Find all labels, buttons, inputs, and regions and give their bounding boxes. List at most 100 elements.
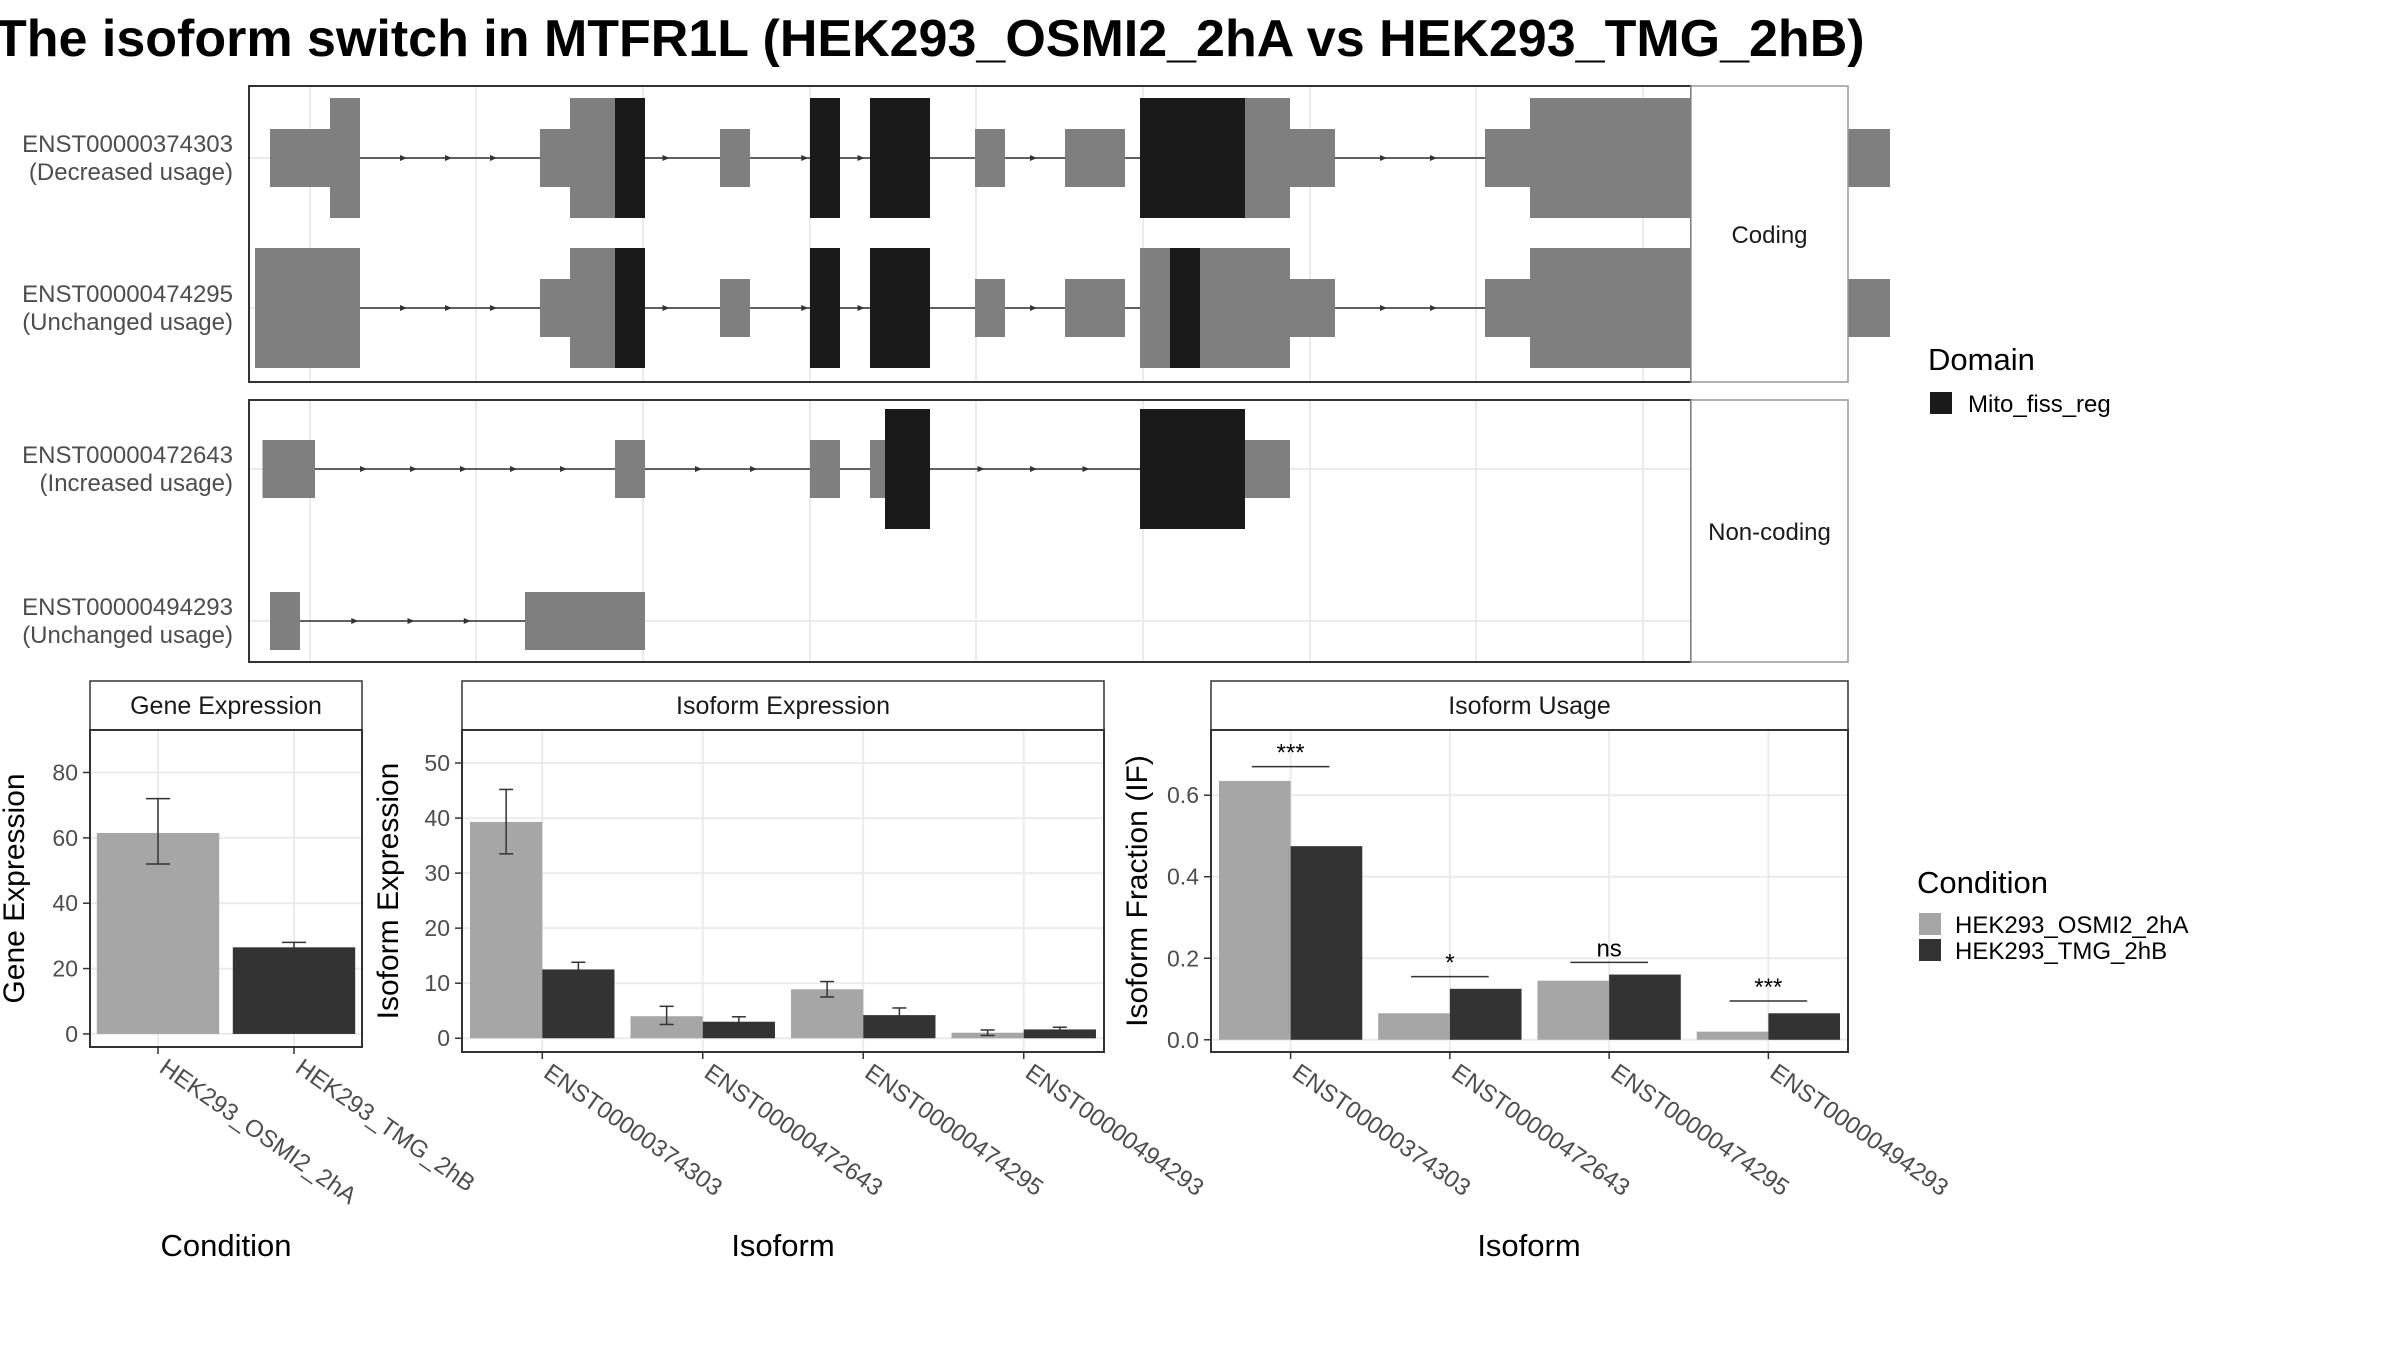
condition-legend-title: Condition xyxy=(1917,865,2048,900)
intron-arrow xyxy=(510,466,517,472)
domain-block xyxy=(810,98,840,218)
transcript-structure-panel: ENST00000374303(Decreased usage) ENST0000… xyxy=(22,85,1890,663)
intron-arrow xyxy=(1430,155,1437,161)
cds-exon xyxy=(570,248,615,368)
y-tick-label: 0 xyxy=(437,1025,450,1051)
domain-block xyxy=(1170,248,1200,368)
intron-arrow xyxy=(407,618,415,624)
transcript-usage: (Unchanged usage) xyxy=(22,622,233,649)
chart-strip xyxy=(461,680,1105,731)
utr-exon xyxy=(975,279,1005,337)
utr-exon xyxy=(1065,129,1125,187)
figure-title: The isoform switch in MTFR1L (HEK293_OSM… xyxy=(0,10,1865,68)
condition-legend-swatch xyxy=(1919,913,1941,935)
significance-label: ns xyxy=(1596,935,1621,962)
domain-block xyxy=(885,409,930,529)
utr-exon xyxy=(1065,279,1125,337)
bar xyxy=(1609,974,1681,1040)
domain-legend-swatch xyxy=(1930,392,1952,414)
x-axis-title: Isoform xyxy=(731,1228,834,1263)
x-axis-title: Isoform xyxy=(1477,1228,1580,1263)
intron-arrow xyxy=(400,155,407,161)
structure-panel-border xyxy=(248,85,1692,383)
intron-arrow xyxy=(445,305,452,311)
utr-exon xyxy=(975,129,1005,187)
facet-strip xyxy=(1690,399,1849,663)
y-tick-label: 0 xyxy=(65,1021,78,1047)
y-tick-label: 20 xyxy=(52,956,78,982)
facet-strip xyxy=(1690,85,1849,383)
intron-arrow xyxy=(1030,155,1037,161)
chart-title: Gene Expression xyxy=(130,692,322,720)
chart-title: Isoform Usage xyxy=(1448,692,1611,720)
chart-panel-border xyxy=(89,729,363,1048)
cds-exon xyxy=(255,248,360,368)
cds-exon xyxy=(330,98,360,218)
intron-arrow xyxy=(695,466,702,472)
x-axis-title: Condition xyxy=(161,1228,292,1263)
utr-exon xyxy=(720,129,750,187)
intron-arrow xyxy=(662,305,670,311)
transcript-usage: (Unchanged usage) xyxy=(22,309,233,336)
utr-exon xyxy=(525,592,645,650)
transcript-usage: (Decreased usage) xyxy=(29,159,233,186)
bar xyxy=(1218,780,1291,1040)
intron-arrow xyxy=(801,155,809,161)
intron-arrow xyxy=(857,305,865,311)
y-tick-label: 50 xyxy=(424,750,450,776)
intron-arrow xyxy=(560,466,567,472)
bar xyxy=(1290,846,1363,1040)
cds-exon xyxy=(1140,248,1290,368)
intron-arrow xyxy=(463,618,471,624)
intron-arrow xyxy=(801,305,809,311)
domain-block xyxy=(1140,98,1245,218)
utr-exon xyxy=(810,440,840,498)
utr-exon xyxy=(1485,129,1530,187)
intron-arrow xyxy=(1030,466,1037,472)
y-axis-title: Isoform Fraction (IF) xyxy=(1121,755,1154,1027)
legends: Domain Mito_fiss_reg Condition HEK293_OSMI2… xyxy=(1917,342,2188,965)
y-tick-label: 40 xyxy=(424,805,450,831)
intron-arrow xyxy=(490,305,497,311)
expression-charts: Gene Expression020406080HEK293_OSMI2_2hA… xyxy=(0,680,1953,1263)
bar xyxy=(470,821,543,1039)
y-tick-label: 60 xyxy=(52,825,78,851)
y-tick-label: 40 xyxy=(52,890,78,916)
chart-panel-border xyxy=(461,729,1105,1053)
utr-exon xyxy=(1485,279,1530,337)
domain-block xyxy=(1140,409,1245,529)
y-tick-label: 0.0 xyxy=(1167,1027,1199,1053)
bar xyxy=(542,969,615,1039)
intron-arrow xyxy=(857,155,865,161)
facet-strip-label: Coding xyxy=(1731,222,1807,249)
transcript-id: ENST00000472643 xyxy=(22,442,233,469)
bar xyxy=(1768,1013,1841,1040)
condition-legend-label: HEK293_OSMI2_2hA xyxy=(1955,912,2188,939)
significance-label: *** xyxy=(1277,740,1305,767)
domain-block xyxy=(870,98,930,218)
intron-arrow xyxy=(445,155,452,161)
utr-exon xyxy=(270,592,300,650)
intron-arrow xyxy=(977,466,985,472)
domain-block xyxy=(870,248,930,368)
domain-legend-title: Domain xyxy=(1928,342,2035,377)
bar xyxy=(863,1015,936,1039)
cds-exon xyxy=(570,98,615,218)
y-tick-label: 80 xyxy=(52,759,78,785)
significance-label: *** xyxy=(1754,974,1782,1001)
bar xyxy=(232,947,356,1034)
domain-block xyxy=(810,248,840,368)
domain-block xyxy=(615,248,645,368)
y-axis-title: Gene Expression xyxy=(0,773,31,1003)
utr-exon xyxy=(720,279,750,337)
bar xyxy=(1449,988,1522,1040)
bar xyxy=(1378,1013,1450,1040)
transcript-id: ENST00000474295 xyxy=(22,281,233,308)
y-tick-label: 0.4 xyxy=(1167,864,1199,890)
intron-arrow xyxy=(1380,155,1387,161)
chart-strip xyxy=(1210,680,1849,731)
chart-title: Isoform Expression xyxy=(676,692,890,720)
transcript-id: ENST00000374303 xyxy=(22,131,233,158)
transcript-id: ENST00000494293 xyxy=(22,594,233,621)
bar xyxy=(96,832,220,1034)
